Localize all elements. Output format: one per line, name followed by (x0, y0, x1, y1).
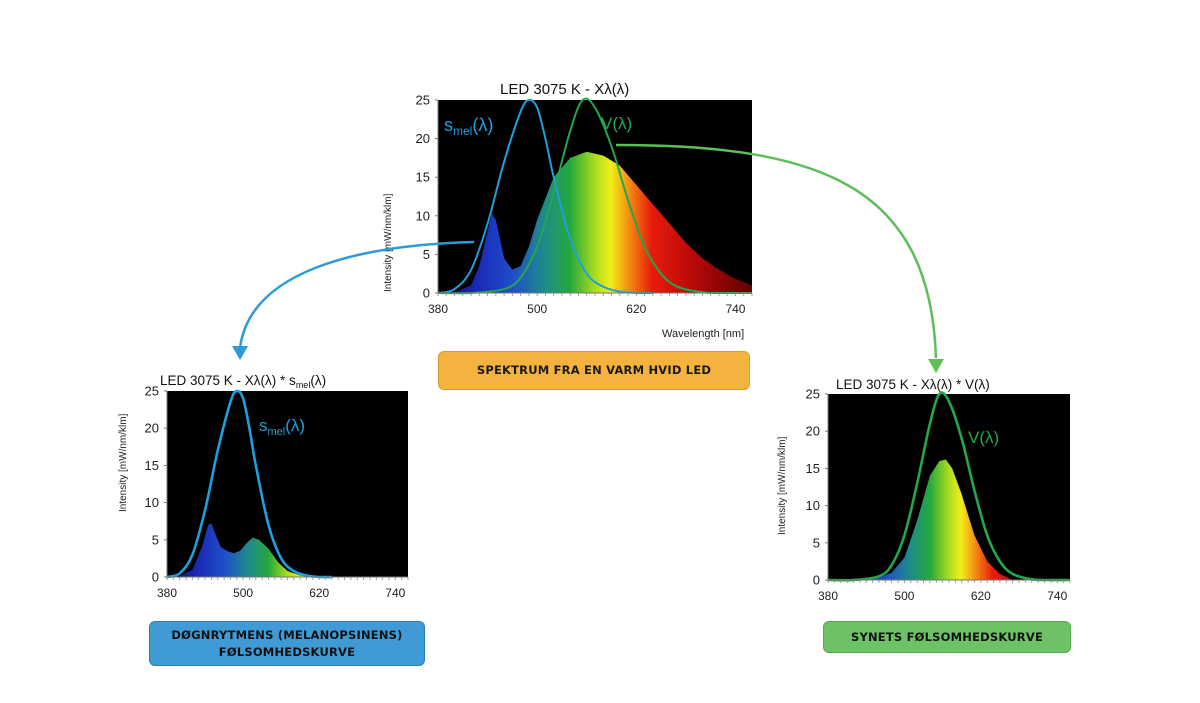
spectrum-area (438, 151, 752, 293)
y-tick-label: 5 (152, 532, 159, 547)
x-tick-label: 740 (385, 586, 405, 600)
y-tick-label: 0 (423, 286, 430, 301)
chart-right-v-label: V(λ) (968, 428, 999, 447)
y-tick-label: 5 (423, 247, 430, 262)
chart-top-title: LED 3075 K - Xλ(λ) (500, 81, 629, 98)
series-line-0 (166, 389, 332, 579)
y-tick-label: 10 (416, 208, 430, 223)
y-tick-label: 15 (145, 458, 159, 473)
y-tick-label: 15 (416, 170, 430, 185)
arrow-to-vision-chart (615, 143, 938, 359)
melanopsin-label-box: DØGNRYTMENS (MELANOPSINENS) FØLSOMHEDSKU… (149, 621, 425, 666)
y-tick-label: 20 (416, 131, 430, 146)
y-tick-label: 5 (813, 535, 820, 550)
y-tick-label: 20 (145, 421, 159, 436)
y-tick-label: 0 (813, 573, 820, 588)
chart-top-ylabel: Intensity [mW/nm/klm] (383, 193, 394, 292)
y-tick-label: 20 (806, 424, 820, 439)
series-line-0 (827, 391, 1071, 582)
x-tick-label: 620 (309, 586, 329, 600)
chart-left-curves (166, 389, 332, 579)
series-line-0 (437, 98, 653, 295)
chart-right-axes: 380 500 620 740 0 5 10 15 20 25 (806, 387, 1071, 603)
x-tick-label: 740 (1047, 589, 1067, 603)
spectrum-area (167, 523, 313, 577)
chart-left-title: LED 3075 K - Xλ(λ) * smel(λ) (160, 373, 326, 390)
chart-top-curves (437, 97, 753, 295)
arrow-head-blue (232, 346, 248, 360)
y-tick-label: 25 (145, 384, 159, 399)
chart-top-v-label: V(λ) (601, 114, 632, 133)
y-tick-label: 10 (145, 495, 159, 510)
chart-top-spectrum-fill (438, 151, 752, 293)
chart-top-axes: 380 500 620 740 0 5 10 15 20 25 (416, 93, 753, 316)
chart-right-spectrum-fill (828, 459, 1013, 580)
chart-left: 380 500 620 740 0 5 10 15 20 25 LED 3075 K - Xλ(λ… (118, 373, 409, 600)
chart-right-title: LED 3075 K - Xλ(λ) * V(λ) (836, 377, 990, 392)
x-tick-label: 500 (233, 586, 253, 600)
chart-left-spectrum-fill (167, 523, 313, 577)
spectrum-label-box: SPEKTRUM FRA EN VARM HVID LED (438, 351, 750, 390)
chart-top: 380 500 620 740 0 5 10 15 20 25 LED 3075 K - Xλ(λ… (383, 81, 753, 340)
series-line-1 (437, 97, 753, 295)
y-tick-label: 25 (416, 93, 430, 108)
chart-left-smel-label: smel(λ) (259, 416, 305, 438)
chart-right-curves (827, 391, 1071, 582)
x-tick-label: 380 (157, 586, 177, 600)
arrow-to-melanopsin-chart (238, 240, 475, 349)
y-tick-label: 15 (806, 461, 820, 476)
chart-top-smel-label: smel(λ) (444, 115, 493, 138)
arrow-head-green (928, 359, 944, 373)
y-tick-label: 25 (806, 387, 820, 402)
x-tick-label: 380 (818, 589, 838, 603)
chart-left-axes: 380 500 620 740 0 5 10 15 20 25 (145, 384, 409, 600)
x-tick-label: 740 (725, 302, 745, 316)
chart-top-xlabel: Wavelength [nm] (662, 328, 744, 340)
y-tick-label: 0 (152, 570, 159, 585)
chart-left-ylabel: Intensity [mW/nm/klm] (118, 413, 129, 512)
x-tick-label: 500 (894, 589, 914, 603)
x-tick-label: 620 (971, 589, 991, 603)
chart-right-ylabel: Intensity [mW/nm/klm] (777, 436, 788, 535)
y-tick-label: 10 (806, 498, 820, 513)
vision-label-box: SYNETS FØLSOMHEDSKURVE (823, 621, 1071, 653)
spectrum-area (828, 459, 1013, 580)
x-tick-label: 380 (428, 302, 448, 316)
x-tick-label: 500 (527, 302, 547, 316)
chart-right: 380 500 620 740 0 5 10 15 20 25 LED 3075 K - Xλ(λ… (777, 377, 1071, 603)
x-tick-label: 620 (626, 302, 646, 316)
